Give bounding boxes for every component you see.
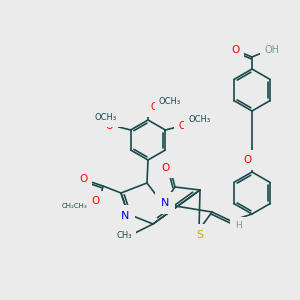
Text: OH: OH (265, 45, 280, 55)
Text: H: H (235, 221, 242, 230)
Text: O: O (150, 102, 158, 112)
Text: O: O (243, 155, 251, 165)
Text: CH₂CH₃: CH₂CH₃ (61, 203, 87, 209)
Text: CH₃: CH₃ (116, 232, 132, 241)
Text: O: O (178, 121, 186, 131)
Text: O: O (231, 45, 239, 55)
Text: O: O (79, 174, 87, 184)
Text: OCH₃: OCH₃ (94, 113, 117, 122)
Text: OCH₃: OCH₃ (188, 116, 210, 124)
Text: N: N (161, 198, 169, 208)
Text: O: O (91, 196, 99, 206)
Text: OCH₃: OCH₃ (159, 97, 181, 106)
Text: O: O (161, 163, 169, 173)
Text: N: N (121, 211, 129, 221)
Text: S: S (196, 230, 204, 240)
Text: O: O (106, 121, 113, 131)
